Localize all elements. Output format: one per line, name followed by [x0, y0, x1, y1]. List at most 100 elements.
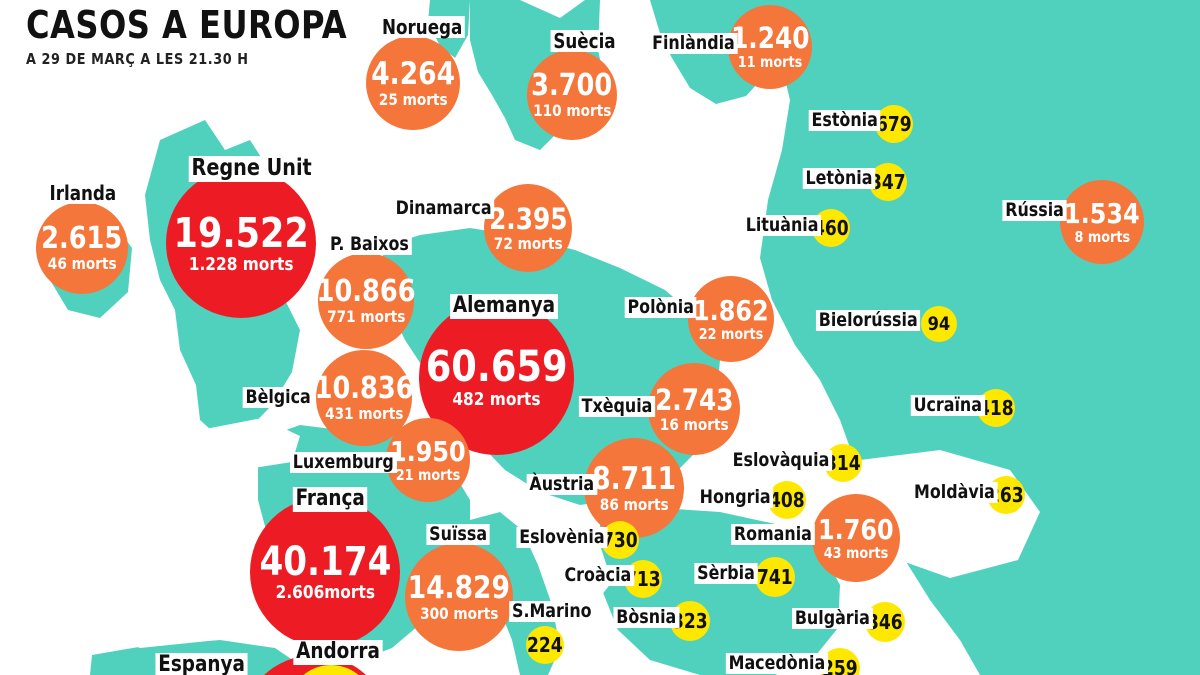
cases-bosnia: 323: [672, 609, 708, 633]
label-austria: Àustria: [526, 473, 597, 496]
bubble-romania[interactable]: 1.760 43 morts: [812, 494, 900, 582]
label-bosnia: Bòsnia: [613, 606, 680, 629]
label-finlandia: Finlàndia: [649, 32, 738, 55]
bubble-hongria[interactable]: 408: [768, 481, 806, 519]
label-irlanda: Irlanda: [46, 182, 119, 204]
deaths-suissa: 300 morts: [419, 603, 499, 623]
label-regne-unit: Regne Unit: [188, 155, 315, 182]
label-russia: Rússia: [1002, 199, 1067, 222]
bubble-belgica[interactable]: 10.836 431 morts: [314, 350, 414, 446]
bubble-bosnia[interactable]: 323: [670, 601, 710, 641]
bubble-suissa[interactable]: 14.829 300 morts: [405, 543, 513, 651]
label-franca: França: [292, 486, 368, 512]
cases-suissa: 14.829: [407, 569, 511, 606]
deaths-alemanya: 482 morts: [452, 389, 541, 410]
cases-croacia: 713: [625, 567, 661, 591]
label-pbaixos: P. Baixos: [327, 233, 412, 256]
bubble-eslovenia[interactable]: 730: [601, 521, 639, 559]
bubble-austria[interactable]: 8.711 86 morts: [584, 438, 684, 538]
bubble-dinamarca[interactable]: 2.395 72 morts: [484, 184, 572, 272]
bubble-estonia[interactable]: 679: [875, 105, 913, 143]
bubble-pbaixos[interactable]: 10.866 771 morts: [317, 253, 415, 349]
bubble-smarino[interactable]: 224: [526, 626, 564, 664]
deaths-noruega: 25 morts: [378, 89, 448, 109]
cases-franca: 40.174: [259, 539, 391, 585]
land-balkans: [600, 508, 840, 675]
label-hongria: Hongria: [696, 486, 774, 509]
bubble-russia[interactable]: 1.534 8 morts: [1060, 180, 1144, 264]
bubble-regne-unit[interactable]: 19.522 1.228 morts: [166, 168, 316, 318]
page-title: CASOS A EUROPA: [26, 3, 348, 47]
label-polonia: Polònia: [624, 296, 697, 319]
cases-hongria: 408: [769, 488, 805, 512]
bay-of-biscay: [48, 548, 250, 648]
bubble-txequia[interactable]: 2.743 16 morts: [648, 363, 740, 455]
label-smarino: S.Marino: [509, 600, 595, 623]
label-serbia: Sèrbia: [694, 562, 758, 585]
label-moldavia: Moldàvia: [911, 481, 998, 504]
cases-dinamarca: 2.395: [488, 201, 568, 236]
cases-eslovenia: 730: [602, 528, 638, 552]
cases-luxemburg: 1.950: [390, 434, 466, 468]
deaths-belgica: 431 morts: [324, 404, 404, 423]
cases-suecia: 3.700: [531, 68, 613, 103]
deaths-pbaixos: 771 morts: [326, 307, 406, 326]
cases-regne-unit: 19.522: [173, 208, 309, 257]
deaths-irlanda: 46 morts: [47, 254, 117, 273]
cases-finlandia: 1.240: [730, 21, 810, 55]
label-letonia: Letònia: [802, 167, 876, 190]
bubble-franca[interactable]: 40.174 2.606morts: [250, 497, 400, 647]
cases-smarino: 224: [527, 633, 563, 657]
cases-bielorussia: 94: [927, 312, 951, 335]
deaths-romania: 43 morts: [823, 543, 889, 562]
deaths-luxemburg: 21 morts: [395, 465, 461, 484]
cases-belgica: 10.836: [314, 371, 414, 406]
bubble-noruega[interactable]: 4.264 25 morts: [366, 36, 460, 130]
baltic-sea: [612, 105, 760, 230]
label-andorra: Andorra: [293, 639, 383, 665]
bubble-polonia[interactable]: 1.862 22 morts: [688, 276, 774, 362]
label-suecia: Suècia: [550, 30, 619, 52]
cases-alemanya: 60.659: [425, 342, 568, 392]
cases-irlanda: 2.615: [41, 221, 123, 256]
bubble-suecia[interactable]: 3.700 110 morts: [527, 50, 617, 140]
label-bulgaria: Bulgària: [792, 607, 873, 630]
label-estonia: Estònia: [808, 109, 881, 132]
label-eslovenia: Eslovènia: [516, 526, 608, 549]
cases-austria: 8.711: [592, 460, 676, 497]
bubble-alemanya[interactable]: 60.659 482 morts: [419, 300, 574, 455]
label-bielorussia: Bielorússia: [815, 309, 921, 332]
cases-eslovaquia: 314: [825, 451, 861, 475]
label-ucraina: Ucraïna: [910, 394, 985, 417]
page-subtitle: A 29 DE MARÇ A LES 21.30 H: [26, 50, 249, 68]
bubble-andorra[interactable]: [288, 665, 374, 675]
cases-txequia: 2.743: [654, 382, 734, 417]
deaths-polonia: 22 morts: [698, 324, 764, 343]
bubble-letonia[interactable]: 347: [869, 163, 907, 201]
label-eslovaquia: Eslovàquia: [729, 449, 833, 472]
bubble-serbia[interactable]: 741: [755, 557, 795, 597]
deaths-suecia: 110 morts: [532, 101, 612, 120]
cases-bulgaria: 346: [867, 610, 903, 634]
deaths-russia: 8 morts: [1074, 227, 1130, 246]
bubble-irlanda[interactable]: 2.615 46 morts: [36, 202, 128, 294]
label-noruega: Noruega: [379, 16, 466, 38]
deaths-finlandia: 11 morts: [737, 53, 803, 71]
bubble-bielorussia[interactable]: 94: [921, 306, 957, 342]
cases-russia: 1.534: [1064, 196, 1140, 230]
bubble-croacia[interactable]: 713: [624, 560, 662, 598]
label-alemanya: Alemanya: [450, 293, 558, 319]
cases-macedonia: 259: [822, 656, 858, 675]
label-dinamarca: Dinamarca: [392, 197, 495, 220]
bubble-finlandia[interactable]: 1.240 11 morts: [728, 5, 812, 89]
label-belgica: Bèlgica: [242, 386, 314, 409]
label-espanya: Espanya: [155, 652, 248, 675]
label-romania: Romania: [731, 523, 815, 546]
label-txequia: Txèquia: [578, 395, 656, 418]
deaths-txequia: 16 morts: [659, 414, 729, 434]
cases-letonia: 347: [870, 170, 906, 194]
bubble-luxemburg[interactable]: 1.950 21 morts: [386, 418, 470, 502]
label-suissa: Suïssa: [426, 523, 490, 546]
cases-polonia: 1.862: [693, 293, 769, 327]
